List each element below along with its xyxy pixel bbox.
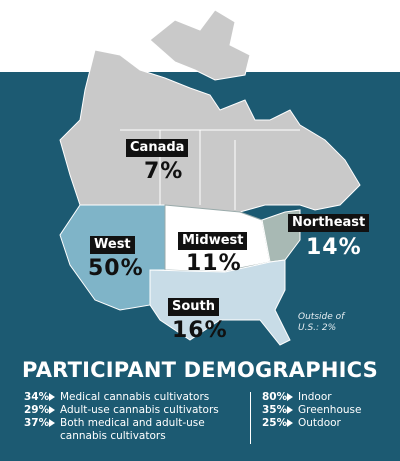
divider — [250, 392, 251, 444]
arrow-icon — [287, 393, 293, 401]
item-label: Medical cannabis cultivators — [60, 391, 210, 403]
note: Outside of U.S.: 2% — [298, 312, 345, 333]
section-title: PARTICIPANT DEMOGRAPHICS — [22, 358, 378, 382]
item-label: Greenhouse — [298, 404, 362, 416]
item-percent: 37% — [24, 417, 50, 429]
item-label: Outdoor — [298, 417, 341, 429]
cultivator-list: 34% Medical cannabis cultivators 29% Adult-… — [24, 391, 242, 443]
region-percent: 14% — [306, 235, 362, 260]
item-percent: 35% — [262, 404, 288, 416]
item-label: Adult-use cannabis cultivators — [60, 404, 219, 416]
region-percent: 50% — [88, 256, 144, 281]
item-label: Both medical and adult-use cannabis cult… — [60, 417, 205, 442]
list-item: 37% Both medical and adult-use cannabis c… — [24, 417, 242, 443]
list-item: 80% Indoor — [262, 391, 392, 404]
region-percent: 11% — [186, 251, 242, 276]
arrow-icon — [49, 419, 55, 427]
item-percent: 80% — [262, 391, 288, 403]
region-name: West — [90, 236, 135, 254]
us-shape — [59, 204, 301, 346]
region-name: Northeast — [288, 214, 370, 232]
region-name: Canada — [126, 139, 189, 157]
region-name: Midwest — [178, 232, 248, 250]
arrow-icon — [49, 393, 55, 401]
item-percent: 34% — [24, 391, 50, 403]
region-percent: 7% — [144, 159, 184, 184]
arctic-islands — [149, 9, 251, 81]
list-item: 35% Greenhouse — [262, 404, 392, 417]
canada-mainland — [59, 49, 361, 213]
arrow-icon — [287, 406, 293, 414]
item-label: Indoor — [298, 391, 332, 403]
arrow-icon — [49, 406, 55, 414]
arrow-icon — [287, 419, 293, 427]
list-item: 29% Adult-use cannabis cultivators — [24, 404, 242, 417]
facility-list: 80% Indoor 35% Greenhouse 25% Outdoor — [262, 391, 392, 430]
region-percent: 16% — [172, 318, 228, 343]
south-region — [149, 259, 291, 346]
canada-shape — [59, 9, 361, 213]
item-percent: 25% — [262, 417, 288, 429]
region-name: South — [168, 298, 220, 316]
list-item: 25% Outdoor — [262, 417, 392, 430]
item-percent: 29% — [24, 404, 50, 416]
list-item: 34% Medical cannabis cultivators — [24, 391, 242, 404]
